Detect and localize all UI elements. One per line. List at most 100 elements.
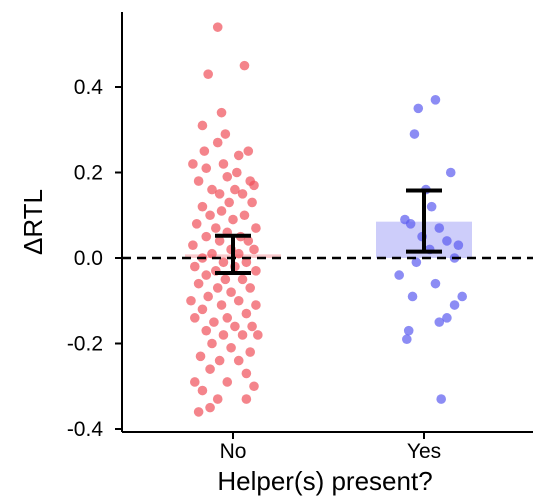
data-point-no xyxy=(201,270,212,280)
data-point-yes xyxy=(453,240,464,250)
data-point-no xyxy=(197,201,208,212)
data-point-no xyxy=(193,278,204,289)
data-point-no xyxy=(241,368,252,379)
error-bar-no xyxy=(215,233,251,275)
data-point-yes xyxy=(445,167,456,178)
data-point-yes xyxy=(394,270,404,280)
data-point-no xyxy=(251,266,261,276)
data-point-no xyxy=(243,236,254,246)
data-point-no xyxy=(218,330,229,340)
y-tick-label: -0.4 xyxy=(67,418,104,441)
data-point-yes xyxy=(430,278,441,289)
y-ticks: -0.4 -0.2 0.0 0.2 0.4 xyxy=(67,76,122,441)
data-point-no xyxy=(214,189,225,199)
y-tick-label: 0.0 xyxy=(74,247,103,270)
data-point-no xyxy=(207,338,217,349)
data-point-no xyxy=(222,313,233,323)
data-point-no xyxy=(188,240,198,250)
data-point-no xyxy=(237,330,248,340)
data-point-yes xyxy=(426,201,437,212)
data-point-no xyxy=(224,197,234,208)
data-point-no xyxy=(222,377,233,387)
x-tick-label-yes: Yes xyxy=(407,440,441,463)
data-point-no xyxy=(197,304,208,315)
x-ticks: No Yes xyxy=(220,432,441,463)
data-point-no xyxy=(214,236,225,246)
data-point-no xyxy=(212,394,223,404)
data-point-no xyxy=(199,146,210,156)
data-point-no xyxy=(216,206,227,216)
data-point-no xyxy=(232,167,242,178)
data-point-no xyxy=(241,394,252,404)
data-point-no xyxy=(216,107,227,118)
data-point-no xyxy=(230,321,240,332)
y-axis-title: ΔRTL xyxy=(18,189,48,255)
data-point-no xyxy=(193,176,204,186)
points-layer xyxy=(186,22,468,417)
data-point-yes xyxy=(442,313,452,323)
data-point-yes xyxy=(430,95,441,105)
data-point-no xyxy=(211,223,221,233)
data-point-no xyxy=(197,385,208,396)
data-point-yes xyxy=(411,257,422,268)
data-point-no xyxy=(239,210,250,221)
data-point-no xyxy=(218,257,229,268)
data-point-yes xyxy=(442,236,452,246)
data-point-yes xyxy=(449,300,460,310)
error-bars-layer xyxy=(215,188,442,275)
data-point-yes xyxy=(434,317,445,327)
data-point-no xyxy=(233,355,244,366)
data-point-no xyxy=(209,317,219,327)
error-bar-yes xyxy=(406,188,442,254)
data-point-no xyxy=(201,231,212,242)
data-point-yes xyxy=(409,129,420,139)
data-point-no xyxy=(228,214,238,225)
data-point-no xyxy=(220,274,231,285)
data-point-no xyxy=(203,291,213,302)
data-point-no xyxy=(203,69,213,79)
data-point-no xyxy=(218,159,229,169)
data-point-no xyxy=(188,159,198,169)
data-point-no xyxy=(253,330,263,340)
data-point-yes xyxy=(434,223,445,233)
data-point-no xyxy=(222,171,233,182)
data-point-no xyxy=(251,300,261,310)
data-point-no xyxy=(201,163,212,174)
data-point-no xyxy=(190,377,200,387)
data-point-no xyxy=(201,325,212,336)
data-point-no xyxy=(207,248,217,259)
data-point-no xyxy=(191,219,202,229)
data-point-no xyxy=(245,347,255,357)
data-point-yes xyxy=(402,334,412,345)
data-point-no xyxy=(207,184,217,195)
data-point-no xyxy=(237,189,248,199)
y-tick-label: 0.4 xyxy=(74,76,104,99)
data-point-no xyxy=(239,60,250,71)
data-point-no xyxy=(226,342,236,353)
data-point-no xyxy=(195,351,206,362)
data-point-no xyxy=(233,150,244,161)
data-point-yes xyxy=(436,394,446,404)
x-tick-label-no: No xyxy=(220,440,247,463)
data-point-no xyxy=(251,223,261,233)
x-axis-title: Helper(s) present? xyxy=(217,466,432,496)
data-point-no xyxy=(193,407,204,417)
data-point-yes xyxy=(405,219,416,229)
y-tick-label: -0.2 xyxy=(67,333,103,356)
data-point-no xyxy=(205,210,215,221)
data-point-no xyxy=(212,283,223,293)
data-point-yes xyxy=(403,325,414,336)
data-point-yes xyxy=(407,291,418,302)
data-point-no xyxy=(190,261,200,272)
data-point-no xyxy=(233,295,244,306)
data-point-no xyxy=(205,402,215,413)
data-point-no xyxy=(247,321,257,332)
data-point-no xyxy=(190,313,200,323)
data-point-no xyxy=(220,129,231,139)
data-point-no xyxy=(241,308,252,319)
data-point-no xyxy=(197,120,208,131)
data-point-no xyxy=(216,300,227,310)
data-point-yes xyxy=(457,291,468,302)
data-point-no xyxy=(241,257,252,268)
data-point-no xyxy=(243,146,254,156)
